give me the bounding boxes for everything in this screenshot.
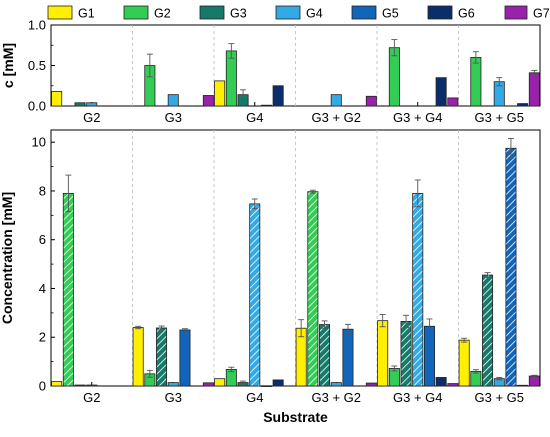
legend-item-g1: G1 (47, 5, 95, 21)
legend-item-g7: G7 (504, 5, 550, 21)
top-xtick-label: G3 + G2 (312, 110, 362, 125)
bar-bottom-g4-0 (86, 384, 98, 387)
bottom-xtick-label: G3 (165, 390, 182, 405)
bar-bottom-g5-4 (423, 325, 435, 387)
bar-bottom-g7-5 (528, 375, 540, 387)
legend-label: G7 (533, 7, 550, 21)
bottom-ytick-label: 2 (39, 330, 46, 345)
legend-label: G2 (154, 7, 171, 21)
bar-top-g3-0 (74, 102, 86, 107)
bar-bottom-g2-3 (307, 191, 319, 387)
top-xtick-label: G3 (165, 110, 182, 125)
bar-bottom-g4-3 (330, 382, 342, 387)
legend-swatch (47, 5, 73, 20)
bottom-ytick-label: 8 (39, 183, 46, 198)
bar-bottom-g3-0 (74, 384, 86, 387)
bottom-xtick-label: G3 + G5 (475, 390, 525, 405)
bar-bottom-g3-5 (482, 274, 494, 387)
bottom-ytick-label: 4 (39, 281, 46, 296)
legend-swatch (199, 5, 225, 20)
bar-bottom-g2-5 (470, 370, 482, 387)
bar-bottom-g3-3 (319, 324, 331, 387)
bar-bottom-g6-4 (435, 377, 447, 387)
bar-bottom-g5-2 (260, 385, 272, 387)
bottom-panel: 0 2 4 6 8 10 G2 G3 G4 G3 + G2 G3 + G4 G3 + G5 Concen… (0, 129, 541, 425)
bar-top-g7-3 (365, 95, 377, 107)
bar-top-g6-2 (272, 85, 284, 107)
bar-bottom-g7-3 (365, 382, 377, 387)
bar-top-g2-4 (388, 47, 400, 107)
legend-swatch (275, 5, 301, 20)
top-ytick-label: 0.5 (28, 58, 46, 73)
bar-bottom-g4-4 (412, 192, 424, 387)
top-y-axis-label: c [mM] (0, 43, 16, 88)
bar-top-g2-2 (225, 50, 237, 107)
bar-bottom-g1-5 (458, 339, 470, 387)
bottom-xtick-label: G3 + G4 (393, 390, 443, 405)
bar-bottom-g6-5 (517, 384, 529, 387)
bar-top-g6-4 (435, 77, 447, 107)
legend-label: G4 (306, 7, 323, 21)
legend-item-g5: G5 (351, 5, 399, 21)
legend: G1 G2 G3 G4 G5 G6 G7 (47, 5, 550, 21)
bar-bottom-g7-4 (447, 383, 459, 387)
top-panel: 0.0 0.5 1.0 G2 G3 G4 G3 + G2 G3 + G4 G3 + G5 c [m… (0, 18, 541, 125)
legend-label: G3 (230, 7, 247, 21)
legend-swatch (427, 5, 453, 20)
bottom-ytick-label: 0 (39, 379, 46, 394)
legend-label: G6 (458, 7, 475, 21)
bottom-ytick-label: 10 (32, 135, 46, 150)
bar-top-g1-0 (51, 91, 63, 107)
top-xtick-label: G3 + G5 (475, 110, 525, 125)
legend-swatch (351, 5, 377, 20)
legend-item-g3: G3 (199, 5, 247, 21)
legend-item-g4: G4 (275, 5, 323, 21)
bar-top-g7-4 (447, 97, 459, 107)
bar-bottom-g5-5 (505, 147, 517, 387)
bar-top-g5-2 (260, 104, 272, 107)
bar-bottom-g6-2 (272, 379, 284, 387)
bar-bottom-g1-2 (214, 378, 226, 387)
top-xtick-label: G3 + G4 (393, 110, 443, 125)
legend-label: G5 (382, 7, 399, 21)
bar-bottom-g7-1 (202, 382, 214, 387)
top-ytick-label: 0.0 (28, 99, 46, 114)
bottom-xtick-label: G2 (83, 390, 100, 405)
bar-top-g4-1 (167, 94, 179, 107)
bar-top-g1-2 (214, 80, 226, 107)
legend-item-g6: G6 (427, 5, 475, 21)
bar-top-g7-1 (202, 95, 214, 107)
legend-label: G1 (78, 7, 95, 21)
bar-bottom-g1-1 (132, 327, 144, 387)
legend-swatch (123, 5, 149, 20)
bar-bottom-g1-0 (51, 381, 63, 387)
bar-bottom-g5-1 (179, 329, 191, 387)
bar-bottom-g1-4 (377, 320, 389, 387)
bar-bottom-g4-1 (167, 382, 179, 387)
bar-top-g4-0 (86, 102, 98, 107)
top-xtick-label: G4 (246, 110, 263, 125)
top-ytick-label: 1.0 (28, 18, 46, 33)
bar-bottom-g5-3 (342, 328, 354, 387)
legend-swatch (504, 5, 528, 20)
bar-bottom-g3-4 (400, 320, 412, 387)
legend-item-g2: G2 (123, 5, 171, 21)
bar-top-g4-3 (330, 94, 342, 107)
bar-bottom-g3-1 (156, 327, 168, 387)
bottom-ytick-label: 6 (39, 232, 46, 247)
bar-top-g2-5 (470, 57, 482, 107)
bottom-x-axis-label: Substrate (263, 409, 328, 425)
bar-top-g7-5 (528, 72, 540, 107)
bar-top-g6-5 (517, 103, 529, 107)
bottom-xtick-label: G4 (246, 390, 263, 405)
bar-bottom-g4-2 (249, 203, 261, 387)
bottom-xtick-label: G3 + G2 (312, 390, 362, 405)
bar-bottom-g2-0 (62, 192, 74, 387)
top-xtick-label: G2 (83, 110, 100, 125)
bottom-y-axis-label: Concentration [mM] (0, 192, 15, 324)
